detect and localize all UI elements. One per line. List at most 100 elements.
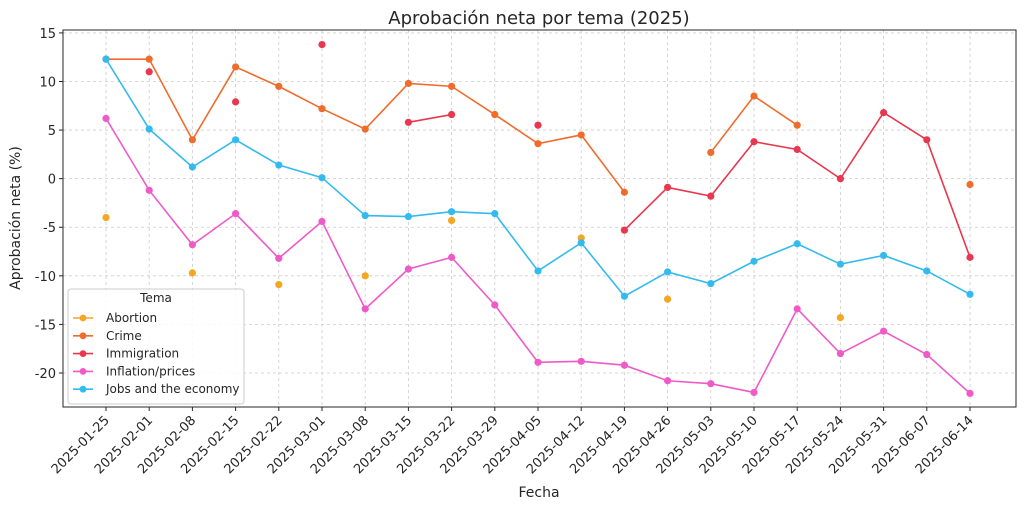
chart-title: Aprobación neta por tema (2025): [388, 8, 689, 29]
data-point: [577, 239, 585, 247]
y-tick-label: 10: [39, 75, 56, 90]
data-point: [188, 269, 196, 277]
data-point: [750, 388, 758, 397]
data-point: [707, 280, 715, 288]
series-group: [102, 40, 974, 397]
legend-label: Crime: [106, 329, 142, 343]
data-point: [404, 212, 412, 221]
data-point: [534, 140, 542, 148]
data-point: [232, 136, 240, 144]
series-3: [102, 114, 974, 397]
data-point: [620, 226, 629, 234]
data-point: [707, 380, 715, 388]
data-point: [836, 349, 845, 358]
data-point: [836, 175, 845, 183]
data-point: [448, 82, 456, 90]
data-point: [880, 251, 888, 260]
series-2: [145, 40, 974, 261]
data-point: [664, 268, 672, 276]
data-point: [188, 241, 196, 249]
y-tick-label: 5: [48, 124, 56, 139]
data-point: [102, 114, 110, 123]
data-point: [404, 79, 412, 88]
data-point: [836, 260, 845, 268]
data-point: [750, 138, 758, 146]
data-point: [361, 305, 369, 313]
data-point: [836, 314, 845, 322]
data-point: [577, 357, 585, 365]
y-tick-label: -5: [43, 221, 56, 236]
data-point: [750, 92, 758, 100]
data-point: [793, 145, 801, 154]
data-point: [923, 350, 931, 359]
data-point: [102, 213, 110, 222]
y-tick-label: -15: [35, 318, 56, 333]
y-axis-label: Aprobación neta (%): [8, 146, 24, 290]
data-point: [750, 257, 758, 265]
data-point: [404, 265, 412, 273]
legend-marker: [79, 350, 87, 357]
data-point: [145, 68, 153, 76]
data-point: [664, 183, 672, 192]
data-point: [966, 180, 974, 189]
data-point: [966, 290, 974, 298]
data-point: [923, 267, 931, 275]
data-point: [448, 208, 456, 216]
y-axis: -20 -15 -10 -5 0 5 10 15: [35, 27, 63, 382]
data-point: [275, 161, 283, 169]
data-point: [491, 110, 499, 119]
data-point: [318, 217, 326, 226]
data-point: [620, 292, 629, 300]
data-point: [188, 163, 196, 171]
data-point: [232, 210, 240, 218]
data-point: [145, 125, 153, 133]
legend-items: Abortion Crime Immigration Inflation/prices…: [73, 311, 240, 396]
data-point: [448, 110, 456, 119]
y-tick-label: -10: [35, 270, 56, 285]
data-point: [534, 267, 542, 275]
legend-label: Jobs and the economy: [105, 382, 240, 396]
legend-label: Abortion: [106, 311, 157, 325]
data-point: [620, 188, 629, 196]
data-point: [232, 98, 240, 106]
data-point: [707, 148, 715, 157]
y-tick-label: -20: [35, 367, 56, 382]
data-point: [707, 192, 715, 200]
legend-box: [67, 288, 245, 405]
data-point: [361, 125, 369, 133]
series-4: [102, 55, 974, 300]
data-point: [318, 40, 326, 49]
data-point: [404, 118, 412, 126]
data-point: [923, 136, 931, 144]
legend-label: Inflation/prices: [106, 364, 195, 378]
data-point: [577, 131, 585, 139]
data-point: [275, 254, 283, 262]
legend-label: Immigration: [106, 347, 179, 361]
data-point: [491, 210, 499, 218]
legend: Tema Abortion Crime Immigration Inflation/p…: [67, 288, 245, 405]
data-point: [534, 358, 542, 366]
data-point: [966, 389, 974, 397]
data-point: [102, 55, 110, 63]
data-point: [793, 305, 801, 313]
data-point: [361, 211, 369, 220]
data-point: [232, 63, 240, 71]
data-point: [620, 361, 629, 369]
data-point: [318, 105, 326, 113]
legend-marker: [79, 314, 87, 322]
data-point: [188, 136, 196, 144]
data-point: [664, 377, 672, 385]
data-point: [448, 216, 456, 225]
data-point: [966, 253, 974, 261]
legend-title: Tema: [139, 291, 172, 305]
data-point: [275, 82, 283, 90]
data-point: [275, 280, 283, 289]
y-tick-label: 0: [48, 173, 56, 188]
data-point: [361, 272, 369, 280]
legend-marker: [79, 368, 87, 375]
data-point: [664, 295, 672, 303]
data-point: [448, 253, 456, 261]
series-line: [408, 113, 452, 124]
